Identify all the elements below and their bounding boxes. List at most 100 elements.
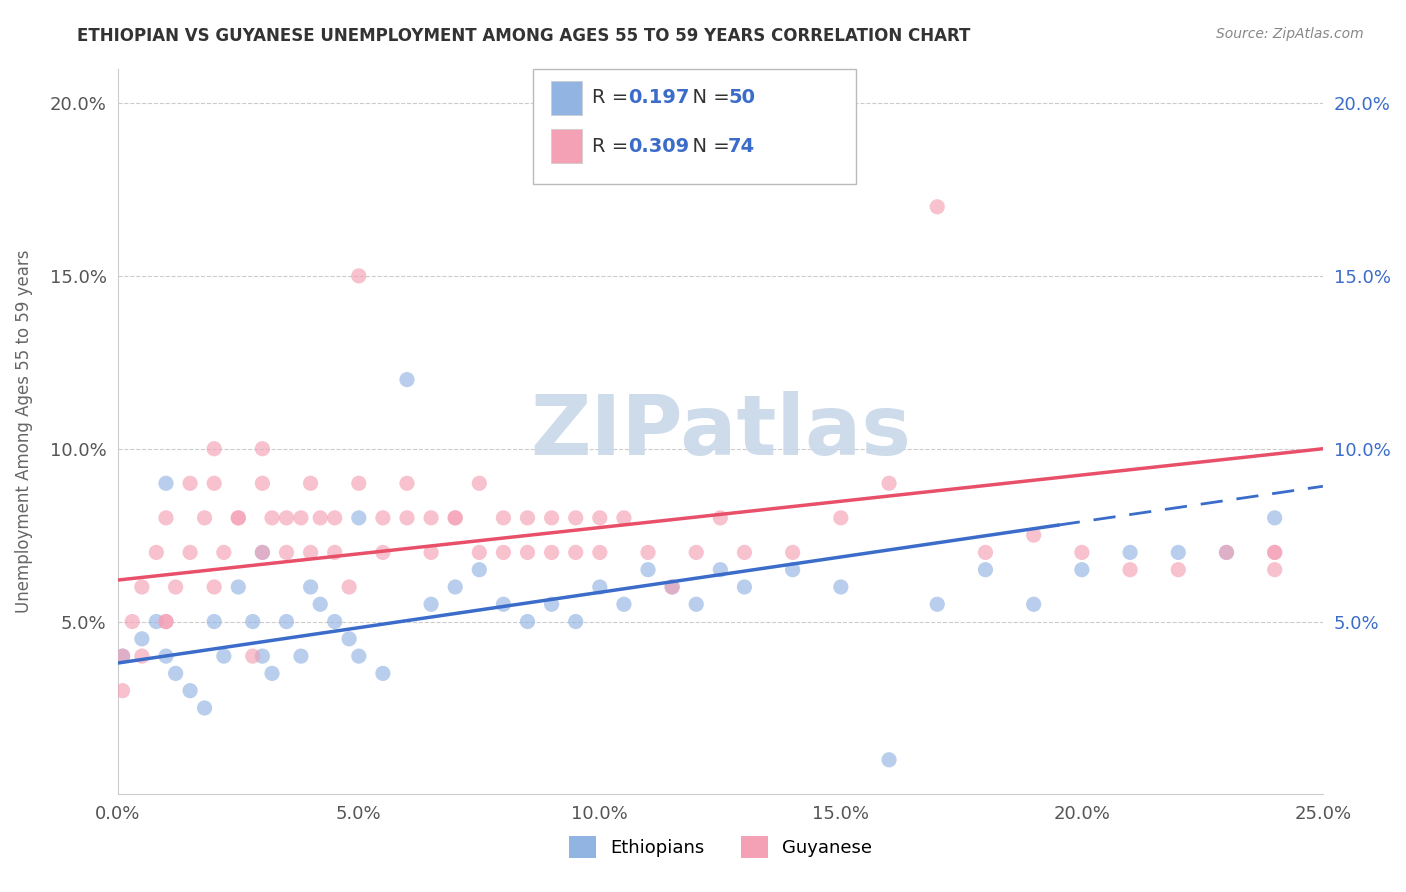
Legend: Ethiopians, Guyanese: Ethiopians, Guyanese: [561, 829, 879, 865]
Point: [420, 597, 443, 611]
Text: N =: N =: [681, 136, 737, 155]
Point: [395, 511, 418, 525]
Point: [309, 597, 332, 611]
Point: [516, 511, 538, 525]
Point: [111, 649, 134, 664]
Point: [1215, 545, 1237, 559]
Point: [131, 649, 153, 664]
Text: N =: N =: [681, 88, 737, 107]
Point: [927, 597, 949, 611]
Point: [299, 580, 322, 594]
Point: [733, 580, 755, 594]
Point: [155, 476, 177, 491]
Point: [337, 580, 360, 594]
Point: [323, 615, 346, 629]
Point: [685, 597, 707, 611]
Point: [927, 200, 949, 214]
Point: [226, 511, 249, 525]
Point: [1070, 545, 1092, 559]
Point: [733, 545, 755, 559]
Point: [492, 511, 515, 525]
Point: [540, 597, 562, 611]
Text: R =: R =: [592, 136, 634, 155]
Point: [877, 753, 900, 767]
Point: [347, 268, 370, 283]
Point: [371, 545, 394, 559]
Point: [226, 580, 249, 594]
Text: ZIPatlas: ZIPatlas: [530, 391, 911, 472]
Point: [444, 511, 467, 525]
Point: [193, 701, 215, 715]
Point: [1264, 545, 1286, 559]
Point: [309, 511, 332, 525]
Point: [155, 615, 177, 629]
Point: [589, 545, 612, 559]
Point: [252, 545, 274, 559]
Point: [709, 511, 731, 525]
Point: [685, 545, 707, 559]
Point: [252, 442, 274, 456]
Point: [661, 580, 683, 594]
Point: [564, 511, 586, 525]
Point: [516, 615, 538, 629]
Text: 0.197: 0.197: [628, 88, 689, 107]
Point: [252, 545, 274, 559]
Point: [252, 649, 274, 664]
Point: [830, 511, 852, 525]
Point: [347, 476, 370, 491]
Point: [155, 615, 177, 629]
Point: [613, 597, 636, 611]
Point: [165, 666, 187, 681]
Point: [877, 476, 900, 491]
Point: [202, 442, 225, 456]
Point: [202, 580, 225, 594]
Point: [1022, 597, 1045, 611]
Point: [179, 545, 201, 559]
Point: [589, 580, 612, 594]
Text: 0.309: 0.309: [628, 136, 689, 155]
Point: [1070, 563, 1092, 577]
Point: [276, 511, 298, 525]
Point: [131, 632, 153, 646]
Point: [613, 511, 636, 525]
Point: [468, 476, 491, 491]
Point: [830, 580, 852, 594]
Point: [165, 580, 187, 594]
Point: [290, 511, 312, 525]
Point: [661, 580, 683, 594]
Point: [145, 615, 167, 629]
Point: [290, 649, 312, 664]
Point: [323, 545, 346, 559]
Point: [974, 545, 997, 559]
Point: [260, 666, 283, 681]
Point: [468, 545, 491, 559]
Point: [155, 649, 177, 664]
Point: [395, 476, 418, 491]
Point: [193, 511, 215, 525]
Point: [637, 545, 659, 559]
Point: [276, 545, 298, 559]
Point: [252, 476, 274, 491]
Y-axis label: Unemployment Among Ages 55 to 59 years: Unemployment Among Ages 55 to 59 years: [15, 250, 32, 613]
Point: [468, 563, 491, 577]
Point: [540, 545, 562, 559]
Point: [212, 545, 235, 559]
Point: [637, 563, 659, 577]
Point: [347, 649, 370, 664]
Point: [1119, 563, 1142, 577]
Point: [371, 511, 394, 525]
Point: [131, 580, 153, 594]
Point: [589, 511, 612, 525]
Point: [242, 649, 264, 664]
Point: [111, 683, 134, 698]
Point: [121, 615, 143, 629]
Point: [782, 545, 804, 559]
Point: [564, 615, 586, 629]
Point: [111, 649, 134, 664]
Text: R =: R =: [592, 88, 634, 107]
Point: [1022, 528, 1045, 542]
Point: [145, 545, 167, 559]
Point: [564, 545, 586, 559]
Point: [1167, 563, 1189, 577]
Point: [492, 597, 515, 611]
